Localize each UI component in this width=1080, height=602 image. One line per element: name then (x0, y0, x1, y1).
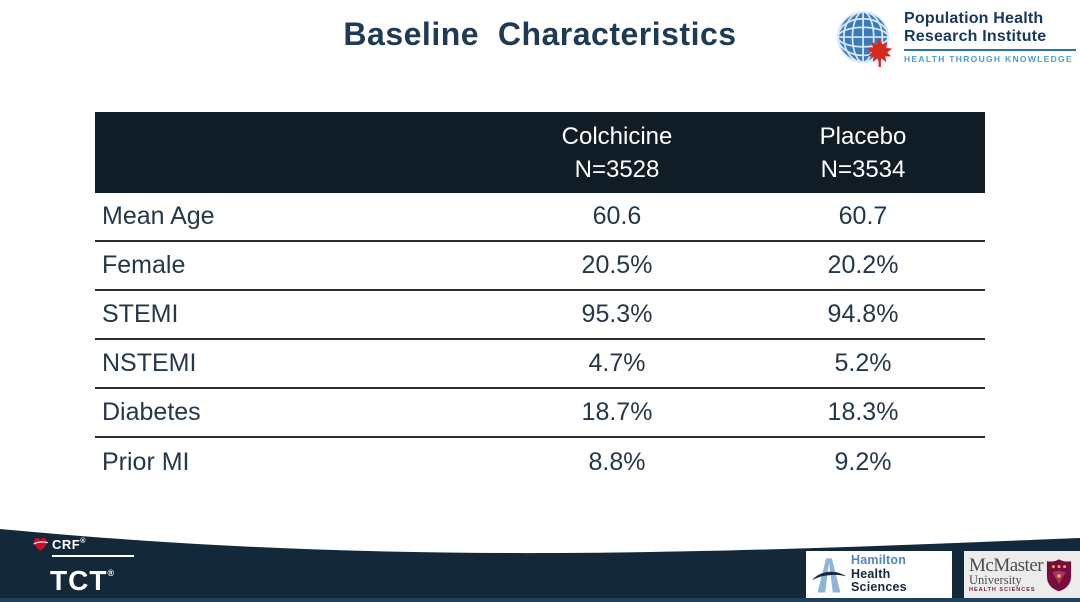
mcmaster-university-logo: McMaster University HEALTH SCIENCES (964, 551, 1080, 598)
row-placebo-value: 18.3% (827, 398, 899, 426)
hamilton-logo-text: Hamilton Health Sciences (851, 554, 907, 595)
row-colchicine-value: 8.8% (588, 448, 646, 476)
mcmaster-crest-icon (1047, 558, 1072, 591)
placebo-n: N=3534 (820, 155, 906, 183)
phri-logo-text: Population Health Research Institute HEA… (904, 8, 1076, 64)
phri-name-line2: Research Institute (904, 28, 1047, 45)
row-label: Female (102, 251, 186, 279)
mcmaster-health-sciences: HEALTH SCIENCES (969, 586, 1036, 593)
row-colchicine-value: 18.7% (581, 398, 653, 426)
row-placebo-value: 20.2% (827, 251, 899, 279)
crf-tct-logo: CRF® TCT® (32, 536, 134, 596)
row-colchicine-value: 4.7% (588, 349, 646, 377)
maple-leaf-icon (866, 39, 893, 68)
table-header-row: Colchicine N=3528 Placebo N=3534 (95, 112, 985, 193)
phri-tagline: HEALTH THROUGH KNOWLEDGE (904, 54, 1073, 64)
row-label: Diabetes (102, 398, 201, 426)
table-row: Mean Age 60.6 60.7 (95, 193, 985, 242)
page-title: Baseline Characteristics (343, 16, 737, 52)
colchicine-name: Colchicine (561, 122, 673, 150)
crf-row: CRF® (32, 536, 134, 552)
tct-registered-mark: ® (107, 568, 115, 578)
row-label: Prior MI (102, 448, 190, 476)
baseline-characteristics-table: Colchicine N=3528 Placebo N=3534 Mean Ag… (95, 112, 985, 487)
row-colchicine-value: 95.3% (581, 300, 653, 328)
row-placebo-value: 5.2% (834, 349, 892, 377)
globe-icon (837, 11, 893, 68)
phri-name-line1: Population Health (904, 10, 1044, 27)
table-row: NSTEMI 4.7% 5.2% (95, 340, 985, 389)
mcmaster-name: McMaster (969, 554, 1044, 576)
row-placebo-value: 9.2% (834, 448, 892, 476)
tct-label: TCT® (50, 565, 115, 596)
hamilton-line2: Health (851, 566, 891, 581)
hamilton-a-icon (811, 558, 847, 593)
hamilton-line3: Sciences (851, 580, 907, 595)
row-colchicine-value: 60.6 (592, 202, 642, 230)
tct-divider (52, 555, 134, 557)
crf-registered-mark: ® (80, 537, 86, 545)
table-row: Diabetes 18.7% 18.3% (95, 389, 985, 438)
row-placebo-value: 94.8% (827, 300, 899, 328)
row-label: NSTEMI (102, 349, 197, 377)
table-row: Prior MI 8.8% 9.2% (95, 438, 985, 487)
crf-label: CRF® (52, 536, 86, 552)
row-label: Mean Age (102, 202, 215, 230)
table-row: Female 20.5% 20.2% (95, 242, 985, 291)
hamilton-line1: Hamilton (851, 553, 907, 568)
mcmaster-logo-text: McMaster University HEALTH SCIENCES (969, 554, 1044, 593)
phri-logo: Population Health Research Institute HEA… (834, 8, 1076, 68)
row-label: STEMI (102, 300, 179, 328)
row-colchicine-value: 20.5% (581, 251, 653, 279)
row-placebo-value: 60.7 (838, 202, 888, 230)
heart-icon (33, 538, 48, 551)
colchicine-n: N=3528 (574, 155, 660, 183)
placebo-name: Placebo (819, 122, 907, 150)
table-row: STEMI 95.3% 94.8% (95, 291, 985, 340)
hamilton-health-sciences-logo: Hamilton Health Sciences (806, 551, 952, 598)
mcmaster-university-word: University (969, 572, 1022, 587)
phri-divider (904, 49, 1076, 51)
header-placebo: Placebo N=3534 (741, 120, 985, 186)
header-colchicine: Colchicine N=3528 (493, 120, 741, 186)
